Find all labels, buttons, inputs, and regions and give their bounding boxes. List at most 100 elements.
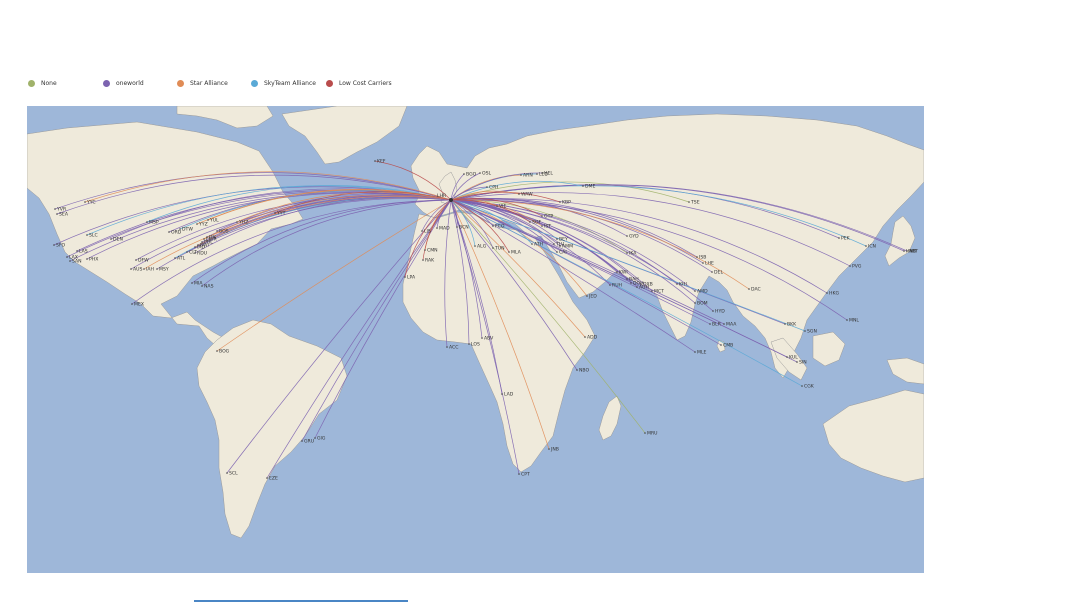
airport-marker-tlv[interactable] bbox=[553, 243, 555, 245]
airport-marker-cgk[interactable] bbox=[801, 385, 803, 387]
route-lad[interactable] bbox=[450, 199, 503, 395]
route-los[interactable] bbox=[450, 199, 470, 345]
airport-marker-sea[interactable] bbox=[56, 213, 58, 215]
route-ruh[interactable] bbox=[450, 199, 611, 286]
airport-marker-doh[interactable] bbox=[630, 282, 632, 284]
route-map[interactable]: KEF YVR SEA YYC SFO LAS LAX SAN PHX SLC DEN DFW AUS I… bbox=[27, 106, 924, 573]
route-alg[interactable] bbox=[450, 199, 476, 247]
airport-marker-kbp[interactable] bbox=[559, 201, 561, 203]
airport-marker-arn[interactable] bbox=[520, 174, 522, 176]
route-hkg[interactable] bbox=[450, 198, 828, 294]
airport-marker-kef[interactable] bbox=[374, 160, 376, 162]
airport-marker-fco[interactable] bbox=[492, 225, 494, 227]
airport-marker-pek[interactable] bbox=[838, 237, 840, 239]
airport-marker-ord[interactable] bbox=[168, 231, 170, 233]
legend-item-star-alliance[interactable]: Star Alliance bbox=[177, 77, 251, 89]
legend-item-oneworld[interactable]: oneworld bbox=[103, 77, 177, 89]
route-kbp[interactable] bbox=[450, 191, 561, 203]
route-dme[interactable] bbox=[450, 180, 584, 201]
airport-marker-maa[interactable] bbox=[723, 323, 725, 325]
airport-marker-amm[interactable] bbox=[559, 245, 561, 247]
airport-marker-bah[interactable] bbox=[626, 278, 628, 280]
airport-marker-mia[interactable] bbox=[191, 282, 193, 284]
airport-marker-osl[interactable] bbox=[479, 172, 481, 174]
route-bog[interactable] bbox=[216, 199, 452, 352]
airport-marker-clt[interactable] bbox=[186, 251, 188, 253]
route-bgo[interactable] bbox=[450, 173, 465, 201]
airport-marker-abv[interactable] bbox=[481, 337, 483, 339]
route-sgn[interactable] bbox=[450, 199, 806, 332]
airport-marker-cai[interactable] bbox=[556, 251, 558, 253]
airport-marker-bog[interactable] bbox=[216, 350, 218, 352]
route-sea[interactable] bbox=[56, 174, 452, 215]
airport-marker-dtw[interactable] bbox=[179, 228, 181, 230]
route-acc[interactable] bbox=[444, 199, 452, 348]
airport-marker-dme[interactable] bbox=[582, 185, 584, 187]
route-iad[interactable] bbox=[194, 195, 452, 248]
airport-marker-dxb[interactable] bbox=[640, 283, 642, 285]
airport-marker-phl[interactable] bbox=[201, 241, 203, 243]
route-mad[interactable] bbox=[436, 199, 452, 229]
airport-marker-gru[interactable] bbox=[301, 440, 303, 442]
airport-marker-hyd[interactable] bbox=[712, 310, 714, 312]
route-nbo[interactable] bbox=[450, 199, 578, 371]
airport-marker-lpa[interactable] bbox=[404, 276, 406, 278]
airport-marker-gyd[interactable] bbox=[626, 235, 628, 237]
airport-marker-mla[interactable] bbox=[508, 251, 510, 253]
airport-marker-lhe[interactable] bbox=[702, 262, 704, 264]
airport-marker-iad[interactable] bbox=[194, 246, 196, 248]
airport-marker-bwi[interactable] bbox=[197, 244, 199, 246]
airport-marker-hkg[interactable] bbox=[826, 292, 828, 294]
route-tun[interactable] bbox=[450, 199, 494, 249]
airport-marker-nbo[interactable] bbox=[576, 369, 578, 371]
airport-marker-iah[interactable] bbox=[143, 268, 145, 270]
route-sof[interactable] bbox=[450, 199, 531, 223]
route-scl[interactable] bbox=[226, 199, 452, 474]
airport-marker-hel[interactable] bbox=[541, 172, 543, 174]
airport-marker-ewr[interactable] bbox=[203, 238, 205, 240]
airport-marker-bgo[interactable] bbox=[463, 173, 465, 175]
route-jnb[interactable] bbox=[450, 199, 550, 450]
route-nrt[interactable] bbox=[450, 184, 908, 252]
airport-marker-jnb[interactable] bbox=[548, 448, 550, 450]
route-yyc[interactable] bbox=[84, 171, 452, 203]
airport-marker-lax[interactable] bbox=[66, 256, 68, 258]
route-kef[interactable] bbox=[374, 160, 452, 201]
airport-marker-isb[interactable] bbox=[696, 256, 698, 258]
route-lis[interactable] bbox=[421, 199, 452, 232]
route-ika[interactable] bbox=[450, 199, 628, 254]
airport-marker-ruh[interactable] bbox=[609, 284, 611, 286]
route-hyd[interactable] bbox=[450, 199, 714, 312]
airport-marker-nas[interactable] bbox=[201, 285, 203, 287]
airport-marker-acc[interactable] bbox=[446, 346, 448, 348]
airport-marker-kwi[interactable] bbox=[616, 271, 618, 273]
airport-marker-mex[interactable] bbox=[131, 303, 133, 305]
legend-item-skyteam-alliance[interactable]: SkyTeam Alliance bbox=[251, 77, 326, 89]
airport-marker-lad[interactable] bbox=[501, 393, 503, 395]
route-maa[interactable] bbox=[450, 199, 725, 325]
airport-marker-yhz[interactable] bbox=[236, 221, 238, 223]
route-add[interactable] bbox=[450, 199, 586, 338]
airport-marker-cph[interactable] bbox=[486, 186, 488, 188]
route-lax[interactable] bbox=[66, 190, 452, 258]
route-waw[interactable] bbox=[450, 190, 520, 201]
airport-marker-mct[interactable] bbox=[651, 290, 653, 292]
airport-marker-jfk[interactable] bbox=[206, 236, 208, 238]
airport-marker-jed[interactable] bbox=[586, 295, 588, 297]
airport-marker-bos[interactable] bbox=[216, 230, 218, 232]
route-yvr[interactable] bbox=[54, 172, 452, 210]
airport-marker-yyt[interactable] bbox=[274, 212, 276, 214]
airport-marker-amd[interactable] bbox=[694, 290, 696, 292]
route-mnl[interactable] bbox=[450, 199, 848, 321]
airport-marker-tse[interactable] bbox=[688, 201, 690, 203]
hub-marker[interactable] bbox=[449, 198, 453, 202]
airport-marker-sfo[interactable] bbox=[53, 244, 55, 246]
route-mru[interactable] bbox=[450, 199, 646, 434]
route-mla[interactable] bbox=[450, 199, 510, 253]
airport-marker-san[interactable] bbox=[69, 260, 71, 262]
route-yhz[interactable] bbox=[236, 191, 452, 223]
route-fco[interactable] bbox=[450, 199, 494, 227]
airport-marker-cpt[interactable] bbox=[518, 473, 520, 475]
airport-marker-waw[interactable] bbox=[518, 193, 520, 195]
